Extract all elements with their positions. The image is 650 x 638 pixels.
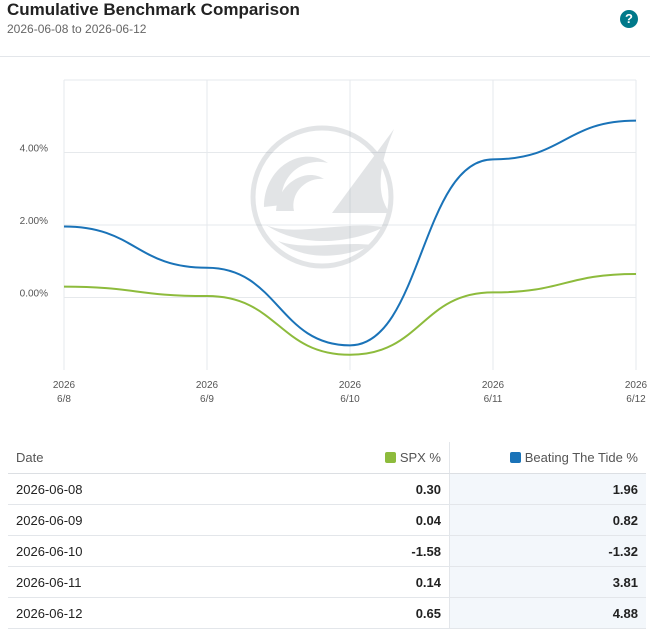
- btt-swatch: [509, 452, 521, 463]
- cell-date: 2026-06-11: [8, 566, 284, 598]
- table-row: 2026-06-11 0.14 3.81: [8, 566, 646, 598]
- cell-date: 2026-06-09: [8, 504, 284, 536]
- cell-spx: 0.04: [284, 504, 450, 536]
- x-tick-label: 6/11: [484, 394, 503, 405]
- chart-title: Cumulative Benchmark Comparison: [7, 0, 300, 19]
- cell-spx: 0.14: [284, 566, 450, 598]
- header: Cumulative Benchmark Comparison 2026-06-…: [0, 0, 650, 57]
- col-spx-header: SPX %: [284, 442, 450, 474]
- cell-btt: -1.32: [449, 535, 646, 567]
- x-tick-label: 6/9: [200, 394, 214, 405]
- y-tick-label: 0.00%: [20, 289, 48, 300]
- line-chart: 0.00% 2.00% 4.00% 2026 6/8 2026 6/9 2026 6/10 202…: [20, 79, 648, 405]
- y-tick-label: 2.00%: [20, 216, 48, 227]
- x-tick-label: 2026: [339, 380, 362, 391]
- table-row: 2026-06-08 0.30 1.96: [8, 473, 646, 505]
- x-tick-label: 2026: [625, 380, 648, 391]
- table-row: 2026-06-10 -1.58 -1.32: [8, 535, 646, 567]
- cell-date: 2026-06-10: [8, 535, 284, 567]
- help-icon[interactable]: ?: [620, 10, 638, 28]
- btt-series-line: [63, 119, 637, 347]
- x-tick-label: 2026: [53, 380, 76, 391]
- cell-spx: -1.58: [284, 535, 450, 567]
- x-tick-label: 2026: [482, 380, 505, 391]
- date-range: 2026-06-08 to 2026-06-12: [7, 22, 147, 36]
- cell-btt: 1.96: [449, 473, 646, 505]
- cell-date: 2026-06-08: [8, 473, 284, 505]
- spx-swatch: [384, 452, 396, 463]
- cell-spx: 0.65: [284, 597, 450, 629]
- table-row: 2026-06-09 0.04 0.82: [8, 504, 646, 536]
- cell-btt: 4.88: [449, 597, 646, 629]
- col-btt-header: Beating The Tide %: [449, 442, 646, 474]
- cell-date: 2026-06-12: [8, 597, 284, 629]
- spx-series-line: [63, 272, 637, 356]
- watermark-logo: [250, 125, 394, 269]
- col-date-header: Date: [8, 442, 284, 474]
- table-row: 2026-06-12 0.65 4.88: [8, 597, 646, 629]
- x-tick-label: 6/8: [57, 394, 71, 405]
- x-tick-label: 6/12: [626, 394, 646, 405]
- cell-btt: 0.82: [449, 504, 646, 536]
- data-table: Date SPX % Beating The Tide % 2026-06-08…: [8, 442, 646, 629]
- cell-btt: 3.81: [449, 566, 646, 598]
- x-tick-label: 6/10: [340, 394, 360, 405]
- table-header-row: Date SPX % Beating The Tide %: [8, 442, 646, 474]
- y-tick-label: 4.00%: [20, 144, 48, 155]
- cell-spx: 0.30: [284, 473, 450, 505]
- x-tick-label: 2026: [196, 380, 219, 391]
